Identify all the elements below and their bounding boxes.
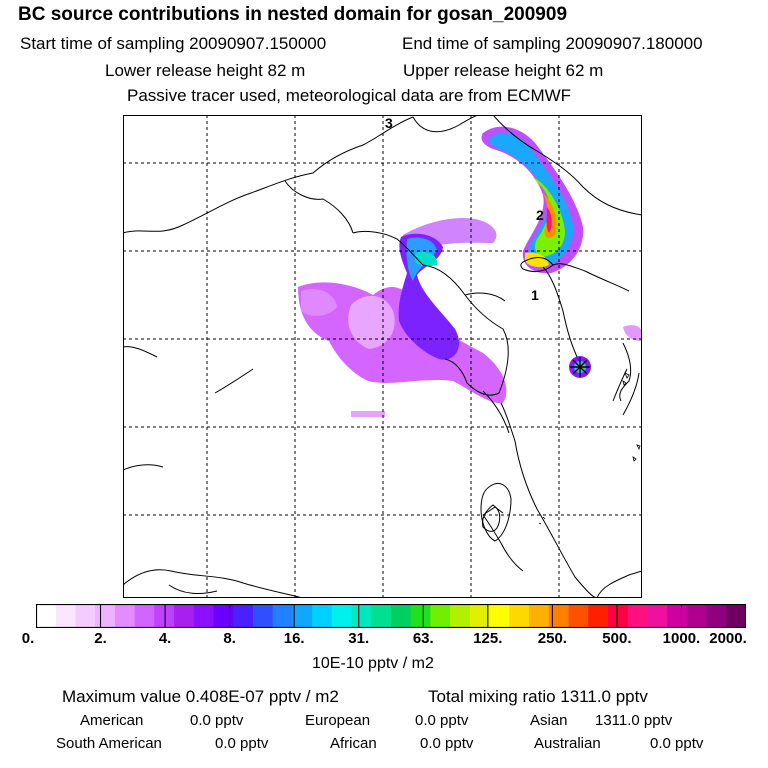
source-value-asian: 1311.0 pptv	[595, 712, 673, 729]
plot-title: BC source contributions in nested domain…	[18, 4, 568, 25]
colorbar-cell	[706, 604, 727, 628]
maximum-value: Maximum value 0.408E-07 pptv / m2	[62, 687, 339, 706]
source-value-african: 0.0 pptv	[420, 735, 474, 752]
colorbar-cell	[489, 604, 510, 628]
colorbar-cell	[312, 604, 333, 628]
map-panel: 3 2 1	[123, 115, 642, 598]
colorbar-cell	[607, 604, 629, 628]
source-name-australian: Australian	[534, 735, 601, 752]
colorbar-cell	[331, 604, 352, 628]
trajectory-label-3: 3	[385, 115, 393, 131]
colorbar-cell	[134, 604, 155, 628]
colorbar-tick-label: 31.	[348, 630, 370, 647]
source-value-european: 0.0 pptv	[415, 712, 469, 729]
colorbar-tick-label: 125.	[473, 630, 503, 647]
colorbar-cell	[272, 604, 293, 628]
colorbar-cell	[292, 604, 313, 628]
source-name-african: African	[330, 735, 377, 752]
colorbar-cell	[686, 604, 707, 628]
colorbar-tick-label: 1000.	[662, 630, 701, 647]
colorbar-cell	[469, 604, 491, 628]
source-name-asian: Asian	[530, 712, 568, 729]
end-time-label: End time of sampling 20090907.180000	[402, 34, 703, 53]
colorbar-cell	[726, 604, 746, 628]
colorbar-cell	[193, 604, 214, 628]
colorbar-cell	[154, 604, 175, 628]
coastlines	[123, 115, 642, 598]
colorbar-tick-label: 2000.	[709, 630, 747, 647]
colorbar-tick-label: 500.	[602, 630, 632, 647]
colorbar-cell	[568, 604, 589, 628]
islands	[538, 372, 641, 525]
trajectory-label-2: 2	[536, 207, 544, 223]
colorbar-cell	[430, 604, 451, 628]
lower-release-height-label: Lower release height 82 m	[105, 61, 306, 80]
star-marker-icon	[569, 356, 591, 378]
colorbar-tick-label: 63.	[412, 630, 434, 647]
source-name-american: American	[80, 712, 144, 729]
source-name-south-american: South American	[56, 735, 162, 752]
concentration-field	[298, 126, 642, 417]
colorbar-cell	[213, 604, 234, 628]
trajectory-label-1: 1	[531, 287, 539, 303]
upper-release-height-label: Upper release height 62 m	[403, 61, 604, 80]
colorbar-cell	[509, 604, 530, 628]
colorbar-cell	[410, 604, 431, 628]
start-time-label: Start time of sampling 20090907.150000	[20, 34, 327, 53]
colorbar-cell	[588, 604, 609, 628]
colorbar-cell	[667, 604, 688, 628]
colorbar-cell	[174, 604, 195, 628]
colorbar-tick-label: 0.	[21, 630, 35, 647]
colorbar-cell	[233, 604, 254, 628]
colorbar	[36, 604, 746, 628]
colorbar-units: 10E-10 pptv / m2	[312, 655, 434, 672]
colorbar-tick-label: 4.	[158, 630, 172, 647]
colorbar-cell	[36, 604, 57, 628]
colorbar-cell	[55, 604, 76, 628]
colorbar-cell	[548, 604, 569, 628]
source-value-american: 0.0 pptv	[190, 712, 244, 729]
colorbar-cell	[450, 604, 471, 628]
colorbar-cell	[647, 604, 668, 628]
taiwan-coast	[480, 483, 512, 542]
colorbar-cell	[529, 604, 550, 628]
source-value-australian: 0.0 pptv	[650, 735, 704, 752]
colorbar-tick-label: 16.	[283, 630, 305, 647]
total-mixing-ratio: Total mixing ratio 1311.0 pptv	[428, 687, 648, 706]
source-name-european: European	[305, 712, 371, 729]
colorbar-cell	[351, 604, 372, 628]
tracer-note: Passive tracer used, meteorological data…	[127, 86, 572, 105]
source-value-south-american: 0.0 pptv	[215, 735, 269, 752]
colorbar-tick-label: 250.	[537, 630, 567, 647]
colorbar-cell	[627, 604, 648, 628]
grid-lines	[123, 115, 642, 598]
colorbar-tick-label: 8.	[223, 630, 236, 647]
colorbar-cell	[95, 604, 116, 628]
colorbar-tick-label: 2.	[94, 630, 107, 647]
colorbar-cell	[75, 604, 96, 628]
colorbar-cell	[371, 604, 392, 628]
colorbar-cell	[252, 604, 274, 628]
colorbar-cell	[391, 604, 412, 628]
colorbar-cell	[114, 604, 136, 628]
